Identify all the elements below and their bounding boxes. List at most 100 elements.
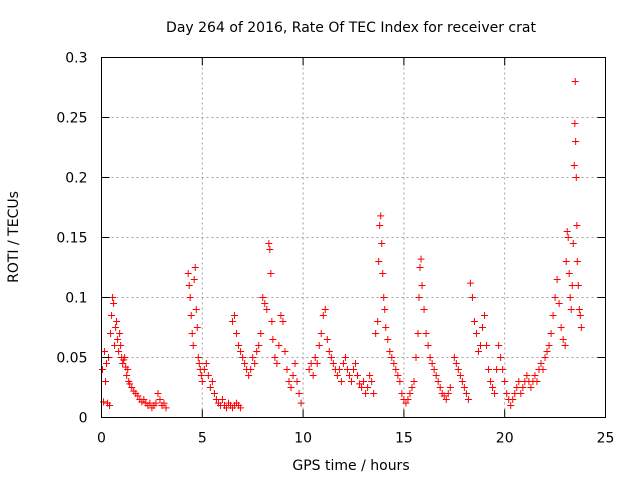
data-point <box>491 390 499 397</box>
data-point <box>267 270 275 277</box>
data-point <box>124 366 132 373</box>
y-axis-label: ROTI / TECUs <box>6 191 22 283</box>
data-point <box>428 360 436 367</box>
data-point <box>432 372 440 379</box>
data-point <box>559 336 567 343</box>
data-point <box>565 270 573 277</box>
data-point <box>255 342 263 349</box>
data-point <box>519 384 527 391</box>
data-point <box>275 342 283 349</box>
data-point <box>360 378 368 385</box>
axis-ticks-layer: 0 0.05 0.1 0.15 0.2 0.25 0.3 0 5 10 15 20 25 <box>56 51 614 447</box>
y-tick-label: 0.15 <box>56 231 87 247</box>
data-point <box>466 279 474 287</box>
data-point <box>253 348 261 355</box>
data-point <box>109 294 117 301</box>
data-point <box>378 240 386 247</box>
data-point <box>503 390 511 397</box>
data-point <box>235 342 243 349</box>
data-point <box>345 372 353 379</box>
data-point <box>420 306 428 313</box>
data-point <box>317 330 325 337</box>
x-axis-label: GPS time / hours <box>292 458 409 474</box>
data-point <box>531 372 539 379</box>
data-point <box>102 378 110 385</box>
x-tick-label: 20 <box>496 431 514 447</box>
data-point <box>418 282 426 289</box>
x-tick-label: 0 <box>97 431 106 447</box>
data-point <box>362 390 370 397</box>
data-point <box>134 392 142 400</box>
data-point <box>329 360 337 367</box>
data-point <box>567 306 575 313</box>
data-point <box>415 294 423 301</box>
data-point <box>414 330 422 337</box>
data-point <box>576 312 584 319</box>
data-point <box>162 404 170 412</box>
data-point <box>499 366 507 373</box>
data-point <box>204 372 212 379</box>
data-point <box>406 390 414 397</box>
data-point <box>436 384 444 391</box>
data-point <box>566 294 574 301</box>
data-point <box>570 162 578 169</box>
data-point <box>384 336 392 343</box>
data-point <box>539 366 547 373</box>
data-point <box>190 276 198 283</box>
data-point <box>541 354 549 361</box>
data-point <box>376 222 384 229</box>
data-point <box>191 264 199 271</box>
data-point <box>208 378 216 385</box>
data-point <box>571 120 579 127</box>
data-point <box>293 378 301 385</box>
data-point <box>381 306 389 313</box>
data-point <box>577 324 585 331</box>
data-point <box>551 294 559 301</box>
data-point <box>483 342 491 349</box>
data-point <box>266 246 274 253</box>
data-point <box>114 336 122 343</box>
data-point <box>233 330 241 337</box>
data-point <box>574 282 582 289</box>
data-point <box>356 380 364 388</box>
data-point <box>462 390 470 397</box>
data-point <box>372 330 380 337</box>
data-point <box>572 138 580 145</box>
data-point <box>261 300 269 307</box>
data-point <box>195 360 203 367</box>
data-point <box>237 348 245 355</box>
data-point <box>307 360 315 367</box>
data-point <box>146 399 154 407</box>
chart-title: Day 264 of 2016, Rate Of TEC Index for r… <box>166 20 536 36</box>
y-tick-label: 0.05 <box>56 351 87 367</box>
data-point <box>99 366 107 373</box>
data-point <box>517 390 525 397</box>
data-point <box>212 396 220 403</box>
data-point <box>337 378 345 385</box>
data-point <box>557 324 565 331</box>
data-point <box>277 312 285 319</box>
data-point <box>245 372 253 379</box>
data-point <box>375 258 383 265</box>
data-point <box>573 258 581 265</box>
data-point <box>374 318 382 325</box>
data-point <box>464 396 472 403</box>
data-point <box>388 354 396 361</box>
data-point <box>110 300 118 307</box>
data-point <box>561 342 569 349</box>
data-point <box>412 354 420 361</box>
data-point <box>426 354 434 361</box>
data-point <box>333 372 341 379</box>
data-point <box>193 324 201 331</box>
data-point <box>140 396 148 403</box>
data-point <box>495 342 503 349</box>
data-point <box>269 336 277 343</box>
data-point <box>108 312 116 319</box>
data-point <box>273 360 281 367</box>
y-tick-label: 0.25 <box>56 111 87 127</box>
data-point <box>339 360 347 367</box>
data-point <box>430 366 438 373</box>
data-point <box>402 399 410 407</box>
data-point <box>111 342 119 349</box>
